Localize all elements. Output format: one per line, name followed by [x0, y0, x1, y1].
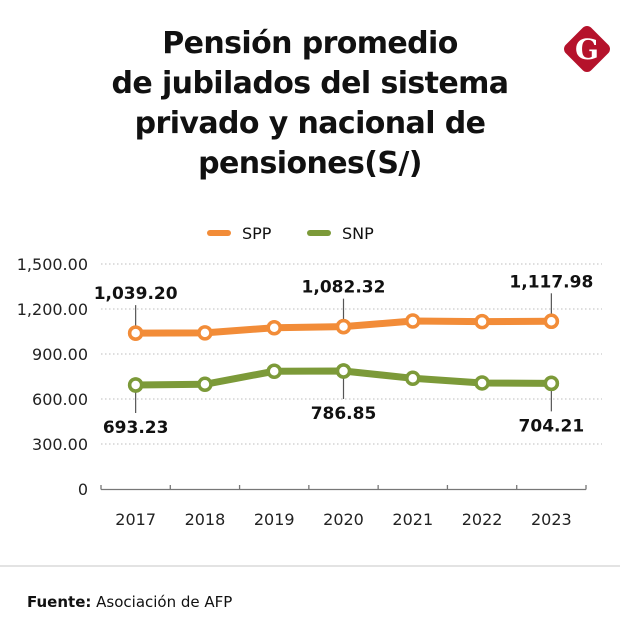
- data-point: [543, 313, 560, 330]
- y-tick-label: 900.00: [32, 345, 88, 364]
- data-point: [197, 376, 213, 393]
- legend-item-snp: SNP: [307, 224, 374, 243]
- source-note: Fuente: Asociación de AFP: [27, 593, 232, 611]
- source-label: Fuente:: [27, 593, 92, 611]
- data-label: 1,082.32: [302, 278, 386, 298]
- y-tick-label: 600.00: [32, 390, 88, 409]
- title-line: de jubilados del sistema: [111, 66, 510, 101]
- title-line: privado y nacional de: [134, 106, 486, 141]
- data-point: [474, 375, 490, 391]
- title-line: Pensión promedio: [162, 26, 458, 61]
- data-label: 786.85: [311, 404, 377, 424]
- data-point: [197, 325, 213, 341]
- data-point: [266, 320, 282, 336]
- markers-spp: [127, 313, 560, 341]
- data-point: [474, 313, 490, 330]
- data-labels: 1,039.20 1,082.32 1,117.98 693.23 786.85 704.…: [94, 272, 594, 438]
- y-tick-label: 300.00: [32, 435, 88, 454]
- y-tick-label: 0: [78, 480, 88, 499]
- source-text: Asociación de AFP: [96, 593, 233, 611]
- y-tick-label: 1,500.00: [17, 255, 88, 274]
- data-point: [335, 363, 352, 379]
- legend-item-spp: SPP: [207, 224, 272, 243]
- x-tick-label: 2022: [462, 510, 503, 529]
- data-point: [127, 325, 144, 341]
- data-label: 1,117.98: [509, 272, 593, 292]
- x-tick-label: 2019: [254, 510, 295, 529]
- legend: SPP SNP: [207, 224, 374, 243]
- data-label: 1,039.20: [94, 284, 178, 304]
- logo-letter: G: [575, 33, 599, 66]
- chart-title: Pensión promedio de jubilados del sistem…: [60, 24, 560, 184]
- data-point: [543, 375, 560, 392]
- x-tick-label: 2017: [115, 510, 156, 529]
- data-label: 693.23: [103, 418, 169, 438]
- data-point: [405, 370, 421, 387]
- legend-label: SNP: [342, 224, 374, 243]
- data-point: [405, 313, 421, 329]
- x-tick-label: 2023: [531, 510, 572, 529]
- x-axis: 2017 2018 2019 2020 2021 2022 2023: [100, 485, 587, 529]
- y-tick-label: 1,200.00: [17, 300, 88, 319]
- x-tick-label: 2021: [392, 510, 433, 529]
- y-axis: 0 300.00 600.00 900.00 1,200.00 1,500.00: [17, 255, 88, 499]
- x-tick-label: 2018: [185, 510, 226, 529]
- gestion-logo-icon: G: [564, 26, 610, 72]
- footer-divider: [0, 565, 620, 567]
- markers-snp: [127, 363, 560, 393]
- data-point: [335, 318, 352, 335]
- data-point: [127, 377, 144, 393]
- gridlines: [101, 263, 602, 445]
- data-label: 704.21: [519, 416, 585, 436]
- line-chart: SPP SNP 0 300.00 600.00 900.00 1,200.00 1,500.…: [17, 224, 602, 529]
- logo-diamond: [564, 26, 610, 72]
- data-point: [266, 363, 282, 379]
- x-tick-label: 2020: [323, 510, 364, 529]
- legend-label: SPP: [242, 224, 272, 243]
- title-line: pensiones(S/): [198, 146, 422, 181]
